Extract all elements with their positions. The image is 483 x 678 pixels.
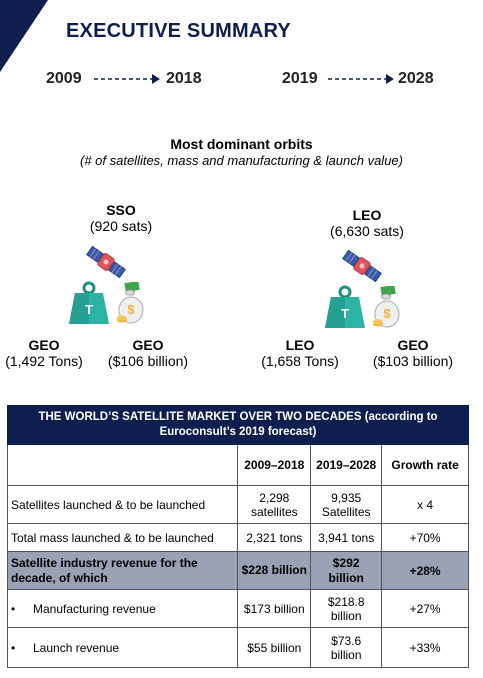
right-value-label: GEO ($103 billion) [360,337,466,369]
right-value-orbit: GEO [397,337,429,353]
left-sats-orbit: SSO [106,202,136,218]
row-growth: +28% [381,551,469,590]
left-mass-value: (1,492 Tons) [5,353,83,369]
table-header: THE WORLD’S SATELLITE MARKET OVER TWO DE… [7,405,469,445]
row-label: Total mass launched & to be launched [6,523,239,552]
row-growth: x 4 [381,485,469,524]
row-value-2019-2028: $73.6 billion [310,627,383,668]
row-value-2009-2018: $55 billion [237,627,312,668]
column-header-2009-2018: 2009–2018 [237,444,312,486]
orbits-note: (# of satellites, mass and manufacturing… [79,153,403,168]
page-title: EXECUTIVE SUMMARY [66,20,291,42]
table-column-header-row: 2009–2018 2019–2028 Growth rate [6,444,469,486]
weight-icon: T [69,281,109,324]
table-row: Total mass launched & to be launched 2,3… [6,523,469,552]
empty-header-cell [6,444,238,486]
column-header-2019-2028: 2019–2028 [310,444,383,486]
weight-letter: T [341,306,349,321]
period-2-end: 2028 [398,70,434,87]
right-mass-value: (1,658 Tons) [261,353,339,369]
bullet-marker: • [11,640,16,655]
weight-icon: T [325,285,365,328]
row-label: Manufacturing revenue [33,601,156,616]
row-label: Satellite industry revenue for the decad… [6,551,239,590]
row-value-2019-2028: $292 billion [310,551,383,590]
bullet-marker: • [11,601,16,616]
left-value-orbit: GEO [132,337,164,353]
table-row: Satellites launched & to be launched 2,2… [6,485,469,524]
right-sats-orbit: LEO [352,207,382,223]
table-row: • Manufacturing revenue $173 billion $218… [6,589,469,628]
row-label: Satellites launched & to be launched [6,485,239,524]
dashed-arrow-icon [94,74,160,84]
row-value-2009-2018: 2,298 satellites [237,485,312,524]
satellite-icon [86,245,126,279]
period-2-start: 2019 [282,70,318,87]
row-label: Launch revenue [33,640,120,655]
row-value-2009-2018: $173 billion [237,589,312,628]
row-growth: +27% [381,589,469,628]
right-mass-label: LEO (1,658 Tons) [254,337,346,369]
row-growth: +70% [381,523,469,552]
corner-triangle-decoration [0,0,48,72]
row-value-2019-2028: 3,941 tons [310,523,383,552]
orbits-title: Most dominant orbits [170,136,313,152]
row-value-2009-2018: $228 billion [237,551,312,590]
money-bag-icon: $ [117,282,144,324]
row-growth: +33% [381,627,469,668]
money-bag-icon: $ [373,286,400,328]
satellite-icon [342,249,382,283]
right-sats-value: (6,630 sats) [330,223,404,239]
satellite-market-table: THE WORLD’S SATELLITE MARKET OVER TWO DE… [6,405,469,668]
row-label-cell: • Launch revenue [6,627,239,668]
row-value-2019-2028: $218.8 billion [310,589,383,628]
left-mass-orbit: GEO [28,337,60,353]
left-mass-label: GEO (1,492 Tons) [2,337,86,369]
row-label-cell: • Manufacturing revenue [6,589,239,628]
money-symbol: $ [383,306,391,321]
column-header-growth: Growth rate [381,444,469,486]
left-sats-value: (920 sats) [89,218,153,234]
weight-letter: T [85,302,93,317]
left-value-label: GEO ($106 billion) [100,337,196,369]
period-1-end: 2018 [166,70,202,87]
row-value-2009-2018: 2,321 tons [237,523,312,552]
left-value-value: ($106 billion) [107,353,189,369]
table-row: • Launch revenue $55 billion $73.6 billio… [6,627,469,668]
period-1-start: 2009 [46,70,82,87]
money-symbol: $ [127,302,135,317]
right-sats-label: LEO (6,630 sats) [312,207,422,239]
table-row-highlighted: Satellite industry revenue for the decad… [6,551,469,590]
dashed-arrow-icon [328,74,394,84]
right-mass-orbit: LEO [285,337,315,353]
right-value-value: ($103 billion) [372,353,454,369]
row-value-2019-2028: 9,935 Satellites [310,485,383,524]
left-sats-label: SSO (920 sats) [66,202,176,234]
